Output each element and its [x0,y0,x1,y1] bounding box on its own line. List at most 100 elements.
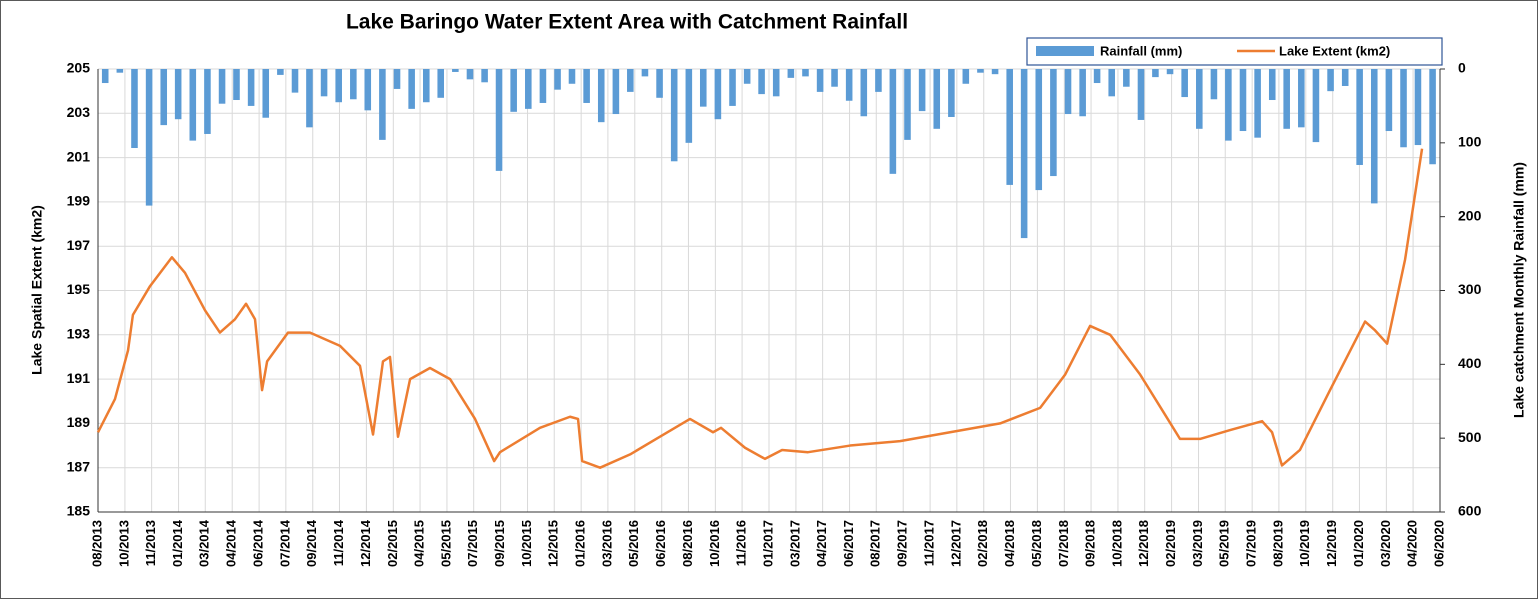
rainfall-bar [1050,69,1057,177]
x-tick-label: 11/2016 [734,520,749,566]
legend-box [1026,37,1443,66]
x-tick-label: 07/2018 [1056,520,1071,567]
x-tick-label: 09/2018 [1082,520,1097,567]
x-tick-label: 02/2018 [975,520,990,567]
rainfall-bar [204,69,211,134]
rainfall-bar [656,69,663,98]
lake-line [96,148,1424,469]
rainfall-bar [583,69,590,103]
x-tick-label: 05/2019 [1217,520,1232,567]
y-tick-label: 197 [67,237,91,253]
x-tick-label: 01/2014 [170,519,185,567]
rainfall-bar [1225,69,1232,141]
rainfall-bar [1006,69,1013,185]
rainfall-bar [1035,69,1043,191]
x-tick-label: 06/2017 [841,520,856,567]
x-tick-label: 03/2019 [1190,520,1205,567]
rainfall-bar [393,69,401,89]
y-tick-label: 189 [67,414,91,430]
x-tick-label: 03/2017 [787,520,802,567]
rainfall-bar [101,69,109,84]
x-tick-label: 03/2020 [1378,520,1393,567]
rainfall-bar [247,69,255,106]
x-tick-label: 09/2015 [492,520,507,567]
y2-tick-label: 100 [1458,134,1482,150]
rainfall-bar [160,69,168,126]
x-tick-label: 12/2014 [358,519,373,567]
rainfall-bar [437,69,444,98]
rainfall-bar [845,69,853,101]
y-tick-label: 187 [67,458,91,474]
x-tick-label: 04/2017 [814,520,829,567]
x-tick-label: 10/2013 [116,520,131,567]
rainfall-bar [320,69,328,97]
x-tick-label: 09/2017 [895,520,910,567]
rainfall-bar [889,69,897,174]
y2-tick-label: 400 [1458,355,1482,371]
rainfall-bar [364,69,372,111]
x-tick-label: 10/2019 [1297,520,1312,567]
rainfall-bar [758,69,765,95]
x-tick-label: 05/2018 [1029,520,1044,567]
x-tick-label: 08/2019 [1270,520,1285,567]
rainfall-bar [685,69,693,143]
rainfall-bar [670,69,678,162]
rainfall-bar [1196,69,1203,129]
rainfall-bar [408,69,415,109]
y-tick-label: 193 [67,326,91,342]
rainfall-bar [1166,69,1174,75]
x-tick-label: 08/2017 [868,520,883,567]
y2-tick-label: 500 [1458,429,1482,445]
x-tick-label: 10/2015 [519,520,534,567]
x-tick-label: 03/2016 [599,520,614,567]
rainfall-bar [787,69,795,78]
rainfall-bar [1414,69,1422,146]
x-tick-label: 06/2016 [653,520,668,567]
rainfall-bar [1400,69,1407,148]
rainfall-bar [350,69,357,100]
rainfall-bar [568,69,576,84]
legend-label: Lake Extent (km2) [1279,43,1390,58]
x-tick-label: 12/2017 [948,520,963,567]
x-tick-label: 08/2016 [680,520,695,567]
rainfall-bar [904,69,911,140]
y2-tick-label: 200 [1458,207,1482,223]
rainfall-bar [233,69,240,101]
rainfall-bar [860,69,868,117]
rainfall-bar [1123,69,1130,87]
x-tick-label: 11/2014 [331,519,346,566]
rainfall-bar [1341,69,1349,86]
x-tick-label: 04/2018 [1002,520,1017,567]
rainfall-bar [962,69,970,84]
x-tick-label: 06/2014 [251,519,266,567]
rainfall-bar [1356,69,1363,165]
x-tick-label: 11/2013 [143,520,158,566]
y-tick-label: 185 [67,503,91,519]
y-tick-label: 203 [67,104,91,120]
x-tick-label: 01/2016 [573,520,588,567]
y2-axis-title: Lake catchment Monthly Rainfall (mm) [1511,162,1527,418]
rainfall-bar [131,69,138,149]
rainfall-bar [145,69,153,206]
x-tick-label: 01/2020 [1351,520,1366,567]
x-tick-label: 12/2019 [1324,520,1339,567]
rainfall-bar [379,69,386,140]
rainfall-bar [1429,69,1436,165]
rainfall-bar [452,69,459,72]
rainfall-bar [1239,69,1247,132]
x-tick-label: 04/2014 [224,519,239,567]
rainfall-bar [1370,69,1378,204]
rainfall-bar [1254,69,1261,138]
rainfall-bar [1093,69,1101,84]
rainfall-bar [1210,69,1218,100]
rainfall-bar [729,69,736,106]
rainfall-bar [116,69,124,73]
rainfall-bar [525,69,532,109]
rainfall-bar [875,69,882,92]
rainfall-bar [481,69,488,83]
x-tick-label: 02/2019 [1163,520,1178,567]
y-tick-label: 199 [67,193,91,209]
x-tick-label: 09/2014 [304,519,319,567]
rainfall-bar [554,69,561,90]
